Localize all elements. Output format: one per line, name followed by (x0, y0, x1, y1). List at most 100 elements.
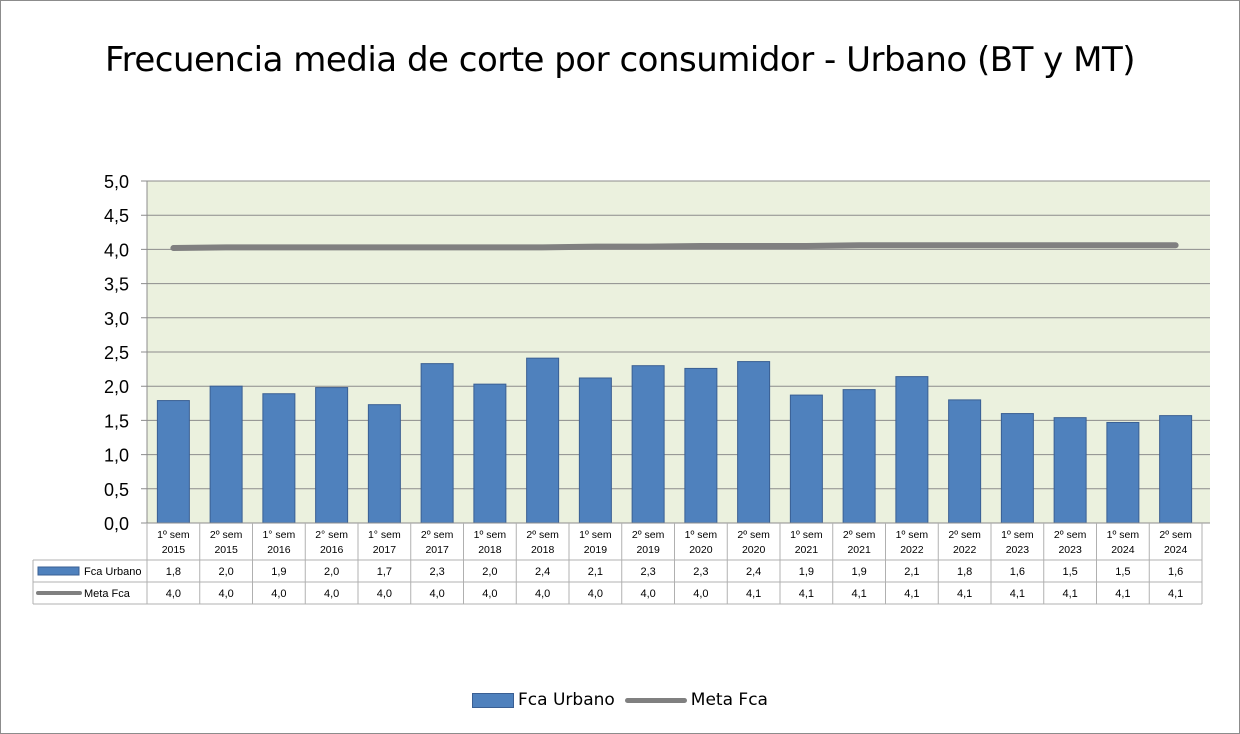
bar-fca-urbano (526, 357, 560, 524)
line-meta-fca (170, 242, 1179, 252)
bar-fca-urbano (1053, 417, 1087, 524)
data-label-fca-urbano: 2,1 (904, 566, 919, 578)
data-label-fca-urbano: 2,3 (640, 566, 655, 578)
legend-label-fca-urbano: Fca Urbano (518, 690, 615, 710)
y-tick-label: 1,5 (104, 411, 129, 431)
x-tick-label: 2016 (320, 544, 344, 556)
x-tick-label: 2017 (373, 544, 397, 556)
x-tick-label: 1º sem (157, 529, 190, 541)
x-tick-label: 2016 (267, 544, 291, 556)
y-tick-label: 2,0 (104, 377, 129, 397)
legend: Fca Urbano Meta Fca (0, 690, 1240, 710)
y-tick-label: 0,0 (104, 514, 129, 534)
bar-fca-urbano (315, 387, 349, 524)
x-tick-label: 2023 (1058, 544, 1082, 556)
x-tick-label: 2019 (584, 544, 608, 556)
bar-fca-urbano (209, 385, 243, 524)
bar-fca-urbano (631, 365, 665, 524)
x-tick-label: 2015 (162, 544, 186, 556)
data-label-fca-urbano: 2,0 (218, 566, 233, 578)
x-tick-label: 1º sem (790, 529, 823, 541)
x-tick-label: 2020 (742, 544, 766, 556)
x-tick-label: 1º sem (685, 529, 718, 541)
data-label-meta-fca: 4,0 (166, 588, 181, 600)
data-label-fca-urbano: 2,4 (535, 566, 550, 578)
x-tick-label: 2024 (1164, 544, 1188, 556)
legend-label-meta-fca: Meta Fca (690, 690, 768, 710)
x-tick-label: 2021 (795, 544, 819, 556)
bar-fca-urbano (473, 383, 507, 524)
x-tick-label: 2º sem (1054, 529, 1087, 541)
data-label-fca-urbano: 1,6 (1010, 566, 1025, 578)
data-label-meta-fca: 4,0 (377, 588, 392, 600)
bar-fca-urbano (1106, 421, 1140, 524)
legend-bar-swatch-icon (472, 692, 515, 708)
data-label-meta-fca: 4,0 (429, 588, 444, 600)
x-tick-label: 1º sem (1001, 529, 1034, 541)
data-label-meta-fca: 4,0 (324, 588, 339, 600)
x-tick-label: 2021 (847, 544, 871, 556)
x-tick-label: 2017 (425, 544, 449, 556)
bar-fca-urbano (684, 367, 718, 524)
x-tick-label: 2015 (214, 544, 238, 556)
x-tick-label: 2º sem (526, 529, 559, 541)
x-tick-label: 2º sem (421, 529, 454, 541)
data-label-fca-urbano: 2,0 (482, 566, 497, 578)
data-label-meta-fca: 4,1 (957, 588, 972, 600)
y-tick-label: 2,5 (104, 343, 129, 363)
bar-fca-urbano (737, 361, 771, 524)
x-tick-label: 2024 (1111, 544, 1135, 556)
x-tick-label: 1º sem (579, 529, 612, 541)
x-tick-label: 2º sem (843, 529, 876, 541)
y-tick-label: 5,0 (104, 172, 129, 192)
data-label-fca-urbano: 2,0 (324, 566, 339, 578)
data-label-meta-fca: 4,0 (482, 588, 497, 600)
x-tick-label: 1° sem (368, 529, 401, 541)
x-tick-label: 2020 (689, 544, 713, 556)
data-label-meta-fca: 4,1 (1115, 588, 1130, 600)
y-tick-label: 3,0 (104, 309, 129, 329)
table-row-label: Fca Urbano (84, 566, 141, 578)
x-tick-label: 2022 (953, 544, 977, 556)
x-tick-label: 1º sem (474, 529, 507, 541)
x-tick-label: 2º sem (737, 529, 770, 541)
data-label-meta-fca: 4,1 (799, 588, 814, 600)
legend-line-swatch-icon (624, 697, 687, 703)
data-label-meta-fca: 4,0 (218, 588, 233, 600)
x-tick-label: 1° sem (262, 529, 295, 541)
bar-fca-urbano (1159, 415, 1193, 524)
x-tick-label: 2019 (636, 544, 660, 556)
x-tick-label: 1º sem (1107, 529, 1140, 541)
x-tick-label: 2018 (478, 544, 502, 556)
x-tick-label: 2º sem (210, 529, 243, 541)
y-tick-label: 3,5 (104, 275, 129, 295)
bar-fca-urbano (948, 399, 982, 524)
data-label-fca-urbano: 2,4 (746, 566, 761, 578)
bar-fca-urbano (789, 394, 823, 524)
y-tick-label: 4,5 (104, 206, 129, 226)
data-label-fca-urbano: 1,5 (1062, 566, 1077, 578)
data-label-meta-fca: 4,0 (640, 588, 655, 600)
x-tick-label: 2023 (1006, 544, 1030, 556)
bar-fca-urbano (420, 363, 454, 524)
x-tick-label: 2018 (531, 544, 555, 556)
data-label-fca-urbano: 2,3 (693, 566, 708, 578)
y-tick-label: 4,0 (104, 240, 129, 260)
data-label-fca-urbano: 1,5 (1115, 566, 1130, 578)
data-label-meta-fca: 4,1 (1010, 588, 1025, 600)
bar-fca-urbano (156, 400, 190, 524)
bar-fca-urbano (367, 404, 401, 524)
data-label-meta-fca: 4,1 (904, 588, 919, 600)
data-label-fca-urbano: 1,8 (166, 566, 181, 578)
data-label-meta-fca: 4,1 (746, 588, 761, 600)
data-label-fca-urbano: 1,8 (957, 566, 972, 578)
data-label-meta-fca: 4,0 (535, 588, 550, 600)
x-tick-label: 2º sem (632, 529, 665, 541)
data-label-meta-fca: 4,1 (1168, 588, 1183, 600)
x-tick-label: 2022 (900, 544, 924, 556)
legend-item-fca-urbano: Fca Urbano (472, 690, 615, 710)
chart-title: Frecuencia media de corte por consumidor… (105, 40, 1135, 80)
legend-item-meta-fca: Meta Fca (624, 690, 768, 710)
data-label-meta-fca: 4,0 (693, 588, 708, 600)
